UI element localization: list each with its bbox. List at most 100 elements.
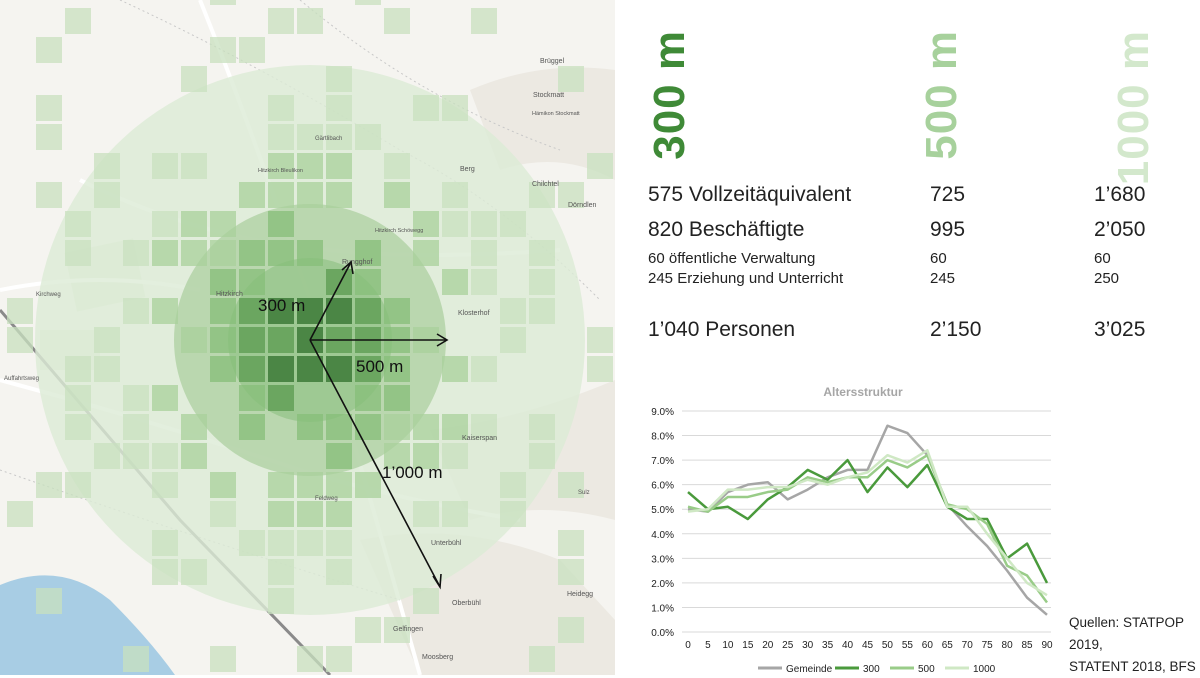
population-grid-cell: [529, 646, 555, 672]
place-label: Gelfingen: [393, 626, 423, 633]
population-grid-cell: [500, 472, 526, 498]
series-line-1000: [687, 449, 1048, 597]
stat-row-public-admin: 60 öffentliche Verwaltung 60 60: [648, 250, 1200, 278]
population-grid-cell: [500, 501, 526, 527]
population-grid-cell: [442, 95, 468, 121]
population-grid-cell: [7, 327, 33, 353]
place-label: Moosberg: [422, 654, 453, 661]
population-grid-cell: [36, 95, 62, 121]
place-label: Rungghof: [342, 259, 372, 266]
header-300m: 300 m: [645, 30, 694, 160]
chart-ytick-label: 7.0%: [651, 456, 674, 467]
population-grid-cell: [384, 385, 410, 411]
population-grid-cell: [152, 472, 178, 498]
population-grid-cell: [384, 182, 410, 208]
chart-xtick-label: 25: [782, 640, 794, 651]
stat-label: 60 öffentliche Verwaltung: [648, 250, 816, 267]
population-grid-cell: [587, 153, 613, 179]
population-grid-cell: [210, 0, 236, 5]
population-grid-cell: [210, 211, 236, 237]
stat-row-persons: 1’040 Personen 2’150 3’025: [648, 318, 1200, 346]
population-grid-cell: [297, 356, 323, 382]
population-grid-cell: [94, 153, 120, 179]
population-grid-cell: [152, 559, 178, 585]
population-grid-cell: [268, 182, 294, 208]
population-grid-cell: [297, 414, 323, 440]
population-grid-cell: [239, 327, 265, 353]
place-label: Hämikon Stockmatt: [532, 111, 580, 117]
population-grid-cell: [471, 211, 497, 237]
stat-label: 575 Vollzeitäquivalent: [648, 183, 852, 206]
population-grid-cell: [558, 472, 584, 498]
chart-xtick-label: 20: [762, 640, 774, 651]
population-grid-cell: [181, 414, 207, 440]
population-grid-cell: [239, 298, 265, 324]
chart-xtick-label: 0: [685, 640, 691, 651]
stat-row-fte: 575 Vollzeitäquivalent 725 1’680: [648, 183, 1200, 211]
population-grid-cell: [268, 530, 294, 556]
population-grid-cell: [471, 356, 497, 382]
series-line-gemeinde: [687, 424, 1048, 616]
place-label: Brüggel: [540, 58, 565, 65]
population-grid-cell: [268, 8, 294, 34]
population-grid-cell: [355, 472, 381, 498]
population-grid-cell: [471, 8, 497, 34]
population-grid-cell: [239, 356, 265, 382]
population-grid-cell: [94, 356, 120, 382]
population-grid-cell: [355, 385, 381, 411]
population-grid-cell: [326, 153, 352, 179]
stat-label: 245 Erziehung und Unterricht: [648, 270, 844, 287]
population-grid-cell: [152, 385, 178, 411]
population-grid-cell: [442, 182, 468, 208]
population-grid-cell: [384, 356, 410, 382]
stat-value-1000: 2’050: [1094, 218, 1146, 241]
stat-value-1000: 60: [1094, 250, 1111, 267]
population-grid-cell: [558, 66, 584, 92]
population-grid-cell: [384, 298, 410, 324]
population-grid-cell: [210, 501, 236, 527]
population-grid-cell: [152, 153, 178, 179]
population-grid-cell: [152, 443, 178, 469]
population-grid-cell: [210, 240, 236, 266]
chart-ytick-label: 8.0%: [651, 432, 674, 443]
place-label: Chilchtel: [532, 181, 559, 188]
population-grid-cell: [268, 95, 294, 121]
series-line-500: [687, 453, 1049, 604]
stat-value-1000: 1’680: [1094, 183, 1146, 206]
radius-arrows: [309, 260, 449, 590]
population-grid-cell: [210, 269, 236, 295]
chart-title: Altersstruktur: [823, 385, 903, 399]
legend-label: 500: [918, 664, 935, 675]
population-grid-cell: [239, 269, 265, 295]
population-grid-cell: [268, 385, 294, 411]
population-grid-cell: [65, 240, 91, 266]
population-grid-cell: [239, 240, 265, 266]
population-grid-cell: [500, 327, 526, 353]
population-grid-cell: [355, 269, 381, 295]
population-grid-cell: [442, 501, 468, 527]
population-grid-cell: [326, 559, 352, 585]
place-label: Dörndlen: [568, 202, 597, 209]
population-grid-cell: [297, 646, 323, 672]
chart-xtick-label: 70: [962, 640, 974, 651]
place-label: Auffahrtsweg: [4, 376, 39, 382]
population-grid-cell: [442, 443, 468, 469]
population-grid-cell: [297, 298, 323, 324]
population-grid-cell: [7, 501, 33, 527]
header-500m: 500 m: [917, 30, 966, 160]
chart-xtick-label: 60: [922, 640, 934, 651]
population-grid-cell: [123, 646, 149, 672]
population-grid-cell: [297, 182, 323, 208]
stat-value-500: 245: [930, 270, 956, 287]
legend-label: 300: [863, 664, 880, 675]
population-grid-cell: [413, 95, 439, 121]
population-grid-cell: [268, 240, 294, 266]
population-grid-cell: [413, 414, 439, 440]
population-grid-cell: [268, 472, 294, 498]
population-grid-cell: [181, 327, 207, 353]
population-grid-cell: [326, 124, 352, 150]
sources-line: STATENT 2018, BFS: [1069, 659, 1196, 674]
stat-value-500: 995: [930, 218, 966, 241]
population-grid-cell: [123, 240, 149, 266]
age-structure-chart: Altersstruktur 0.0% 1.0% 2.0% 3.0% 4.0% 5.0% 6…: [651, 385, 1053, 675]
